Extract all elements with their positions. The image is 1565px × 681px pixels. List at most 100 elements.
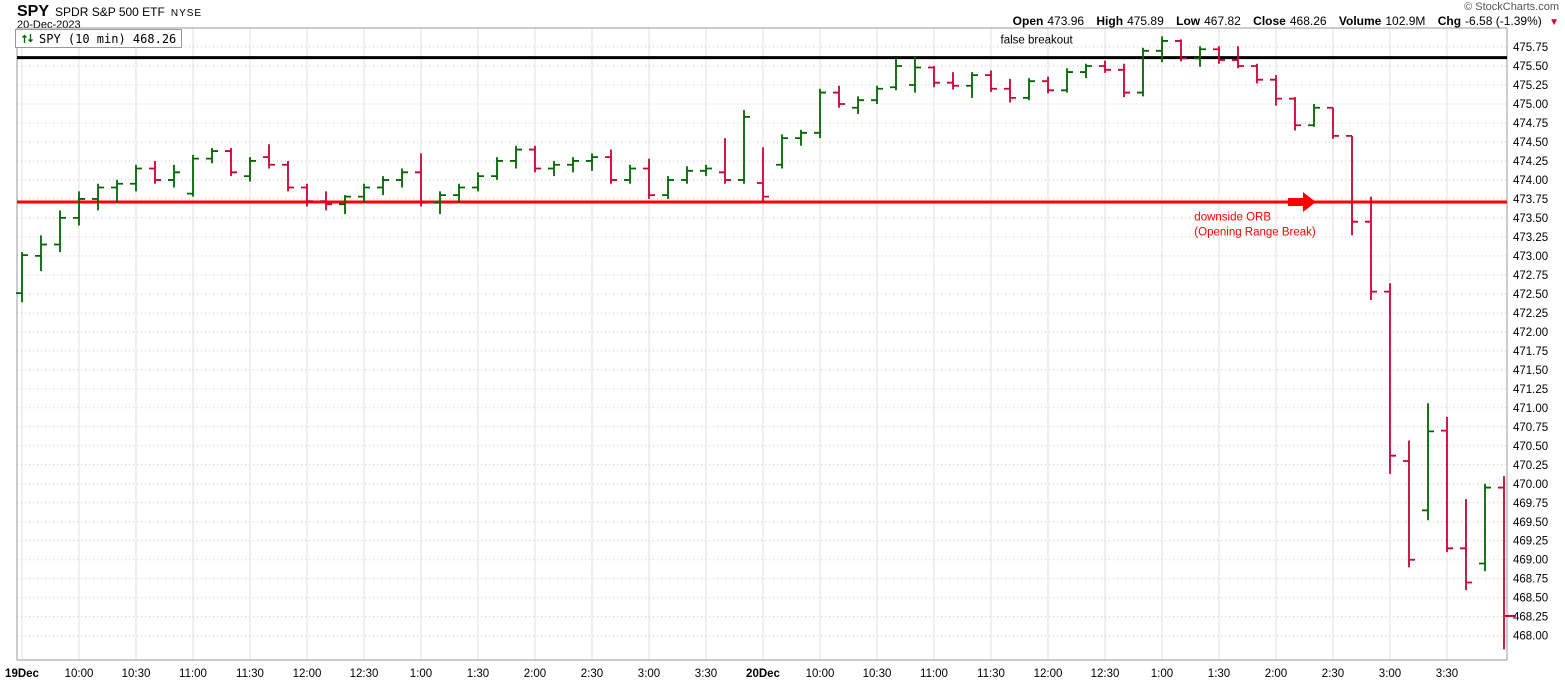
- ohlc-bar: [434, 191, 446, 215]
- y-axis-label: 471.50: [1513, 365, 1548, 377]
- y-axis-label: 471.25: [1513, 384, 1548, 396]
- volume-label: Volume: [1338, 14, 1382, 28]
- ohlc-bar: [928, 65, 940, 88]
- open-value: 473.96: [1047, 14, 1085, 28]
- y-axis-label: 470.50: [1513, 441, 1548, 453]
- ohlc-bar: [548, 160, 560, 177]
- ticker-symbol: SPY: [17, 3, 50, 20]
- y-axis-label: 475.00: [1513, 99, 1548, 111]
- y-axis-label: 473.25: [1513, 232, 1548, 244]
- ohlc-bar: [301, 183, 313, 207]
- ohlc-bar: [472, 172, 484, 192]
- x-axis-label: 20Dec: [746, 668, 780, 680]
- y-axis-label: 474.00: [1513, 175, 1548, 187]
- ohlc-bar: [73, 191, 85, 226]
- ohlc-bar: [966, 72, 978, 98]
- ohlc-bar: [510, 145, 522, 169]
- ohlc-bar: [1213, 46, 1225, 64]
- ohlc-bar: [586, 153, 598, 171]
- ohlc-bar: [1042, 76, 1054, 94]
- close-label: Close: [1253, 14, 1286, 28]
- y-axis-label: 473.75: [1513, 194, 1548, 206]
- x-axis-label: 12:30: [350, 668, 379, 680]
- ohlc-bar: [1023, 78, 1035, 101]
- ohlc-bar: [681, 166, 693, 184]
- ohlc-bar: [282, 160, 294, 192]
- open-label: Open: [1012, 14, 1044, 28]
- ohlc-bar: [16, 252, 28, 303]
- ohlc-bar: [1004, 78, 1016, 103]
- ohlc-bar: [700, 164, 712, 177]
- low-value: 467.82: [1204, 14, 1241, 28]
- chart-annotation: downside ORB: [1194, 211, 1271, 223]
- high-label: High: [1096, 14, 1124, 28]
- ohlc-bar: [985, 70, 997, 92]
- y-axis-label: 472.25: [1513, 308, 1548, 320]
- y-axis-label: 473.00: [1513, 251, 1548, 263]
- x-axis-label: 2:00: [1265, 668, 1287, 680]
- ohlc-bar: [1460, 498, 1472, 591]
- ohlc-bar: [1479, 483, 1491, 572]
- ohlc-bar: [1384, 283, 1396, 474]
- ohlc-bar: [92, 183, 104, 211]
- exchange-name: NYSE: [170, 8, 203, 19]
- change-value: -6.58 (-1.39%): [1465, 14, 1542, 28]
- ohlc-bar: [1289, 97, 1301, 131]
- ohlc-bar: [225, 148, 237, 177]
- ohlc-bar: [358, 183, 370, 203]
- legend-label: SPY (10 min) 468.26: [39, 31, 177, 46]
- stockcharts-copyright-link[interactable]: © StockCharts.com: [1464, 1, 1559, 13]
- ohlc-bar: [1346, 134, 1358, 236]
- x-axis-label: 10:00: [65, 668, 94, 680]
- ohlc-bar: [1270, 75, 1282, 106]
- x-axis-label: 1:30: [467, 668, 489, 680]
- ohlc-bar: [206, 148, 218, 164]
- ohlc-bar: [1327, 106, 1339, 139]
- x-axis-label: 19Dec: [5, 668, 39, 680]
- y-axis-label: 471.00: [1513, 403, 1548, 415]
- ohlc-bar: [1061, 68, 1073, 93]
- change-down-triangle-icon: ▼: [1549, 17, 1559, 28]
- ohlc-bar: [738, 110, 750, 184]
- x-axis-label: 1:00: [410, 668, 432, 680]
- x-axis-label: 12:30: [1091, 668, 1120, 680]
- x-axis-label: 2:30: [581, 668, 603, 680]
- ohlc-bar: [1118, 63, 1130, 98]
- y-axis-label: 471.75: [1513, 346, 1548, 358]
- close-value: 468.26: [1289, 14, 1327, 28]
- ohlc-bar: [852, 96, 864, 114]
- ohlc-bar: [529, 145, 541, 173]
- ohlc-bar: [111, 179, 123, 203]
- ohlc-bar: [339, 195, 351, 215]
- y-axis-label: 474.50: [1513, 137, 1548, 149]
- chart-title: SPY SPDR S&P 500 ETF NYSE: [17, 3, 202, 21]
- ohlc-bar: [1403, 440, 1415, 568]
- ohlc-bar: [890, 58, 902, 91]
- ohlc-bar: [187, 154, 199, 197]
- ohlc-bar: [130, 164, 142, 192]
- x-axis-label: 3:30: [695, 668, 717, 680]
- x-axis-label: 11:00: [179, 668, 207, 680]
- x-axis-label: 2:30: [1322, 668, 1344, 680]
- y-axis-label: 470.75: [1513, 422, 1548, 434]
- ohlc-bar: [719, 138, 731, 184]
- ohlc-bar: [605, 149, 617, 184]
- ohlc-price-style-icon: [22, 34, 33, 43]
- chart-annotation: (Opening Range Break): [1194, 227, 1316, 239]
- ohlc-bar: [1365, 196, 1377, 300]
- x-axis-label: 2:00: [524, 668, 546, 680]
- ohlc-bar: [1422, 403, 1434, 521]
- ohlc-bar: [491, 157, 503, 180]
- ohlc-bar: [1232, 46, 1244, 69]
- y-axis-label: 472.50: [1513, 289, 1548, 301]
- x-axis-label: 1:00: [1151, 668, 1173, 680]
- volume-value: 102.9M: [1385, 14, 1426, 28]
- x-axis-label: 1:30: [1208, 668, 1230, 680]
- ohlc-bar: [757, 147, 769, 203]
- ohlc-bar: [1194, 46, 1206, 67]
- ohlc-bar: [1308, 103, 1320, 127]
- ohlc-bar: [567, 157, 579, 173]
- ohlc-bar: [909, 56, 921, 93]
- ohlc-bar: [415, 153, 427, 207]
